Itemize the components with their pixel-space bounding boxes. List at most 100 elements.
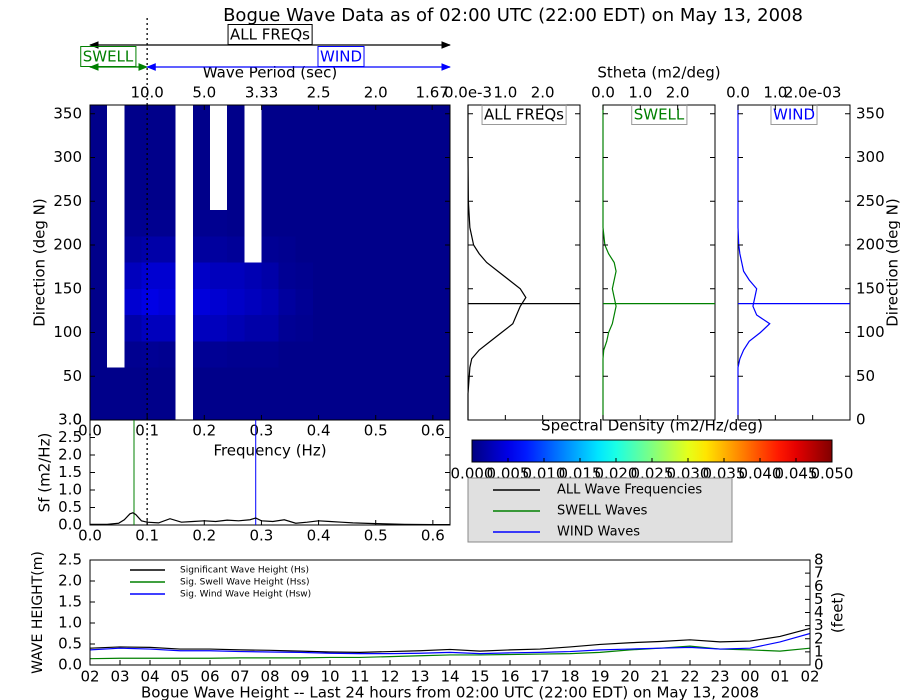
heatmap-cell	[192, 315, 210, 342]
panel-title: WIND	[773, 106, 815, 124]
heatmap-cell	[124, 210, 142, 237]
heatmap-cell	[364, 262, 382, 289]
x-tick-label: 15	[470, 668, 489, 686]
heatmap-cell	[364, 367, 382, 394]
heatmap-cell	[432, 367, 450, 394]
heatmap-cell	[278, 105, 296, 132]
y-tick-label: 300	[53, 148, 82, 166]
heatmap-cell	[158, 105, 176, 132]
heatmap-cell	[278, 131, 296, 158]
heatmap-cell	[364, 315, 382, 342]
x-tick-label: 0.5	[364, 422, 388, 440]
heatmap-cell	[347, 157, 365, 184]
heatmap-cell	[381, 262, 399, 289]
x-axis-label: Frequency (Hz)	[213, 442, 326, 460]
heatmap-cell	[192, 105, 210, 132]
y2-axis-label: (feet)	[829, 592, 847, 633]
y2-tick-label: 1	[814, 642, 824, 660]
heatmap-cell	[432, 341, 450, 368]
x-tick-label: 0.2	[192, 527, 216, 545]
x2-tick-label: 1.67	[415, 84, 448, 102]
heatmap-cell	[227, 183, 245, 210]
heatmap-cell	[312, 183, 330, 210]
y2-tick-label: 6	[814, 577, 824, 595]
heatmap-cell	[398, 157, 416, 184]
heatmap-cell	[347, 262, 365, 289]
heatmap-cell	[415, 367, 433, 394]
y-tick-label: 250	[856, 192, 885, 210]
x-tick-label: 0.2	[192, 422, 216, 440]
heatmap-cell	[364, 131, 382, 158]
y-tick-label: 3.0	[58, 411, 82, 429]
y2-tick-label: 3	[814, 616, 824, 634]
heatmap-cell	[210, 367, 228, 394]
heatmap-cell	[90, 105, 108, 132]
heatmap-cell	[278, 183, 296, 210]
heatmap-cell	[124, 367, 142, 394]
x-tick-label: 17	[530, 668, 549, 686]
x-tick-label: 0.3	[249, 527, 273, 545]
heatmap-cell	[124, 236, 142, 263]
heatmap-cell	[141, 131, 159, 158]
x-tick-label: 02	[800, 668, 819, 686]
y-axis-label: Sf (m2/Hz)	[36, 433, 54, 513]
heatmap-cell	[295, 367, 313, 394]
panel-title: SWELL	[634, 106, 685, 124]
x-axis-label: Bogue Wave Height -- Last 24 hours from …	[141, 684, 759, 700]
x-tick-label: 06	[200, 668, 219, 686]
heatmap-cell	[244, 315, 262, 342]
heatmap-cell	[330, 367, 348, 394]
heatmap-cell	[295, 183, 313, 210]
heatmap-cell	[227, 157, 245, 184]
heatmap-cell	[227, 393, 245, 420]
y-tick-label: 300	[856, 148, 885, 166]
x-tick-label: 09	[290, 668, 309, 686]
x-tick-label: 14	[440, 668, 459, 686]
x-tick-label: 03	[110, 668, 129, 686]
heatmap-cell	[192, 210, 210, 237]
heatmap-cell	[261, 393, 279, 420]
x-tick-label: 10	[320, 668, 339, 686]
x2-tick-label: 3.33	[245, 84, 278, 102]
heatmap-cell	[432, 183, 450, 210]
range-label: ALL FREQs	[230, 26, 310, 44]
heatmap-cell	[158, 183, 176, 210]
heatmap-cell	[415, 315, 433, 342]
x-tick-label: 05	[170, 668, 189, 686]
series-line	[89, 632, 811, 655]
x-tick-label: 13	[410, 668, 429, 686]
y-axis-label: WAVE HEIGHT(m)	[30, 551, 46, 674]
heatmap-cell	[330, 262, 348, 289]
heatmap-cell	[330, 315, 348, 342]
heatmap-cell	[398, 315, 416, 342]
heatmap-cell	[158, 288, 176, 315]
heatmap-cell	[330, 341, 348, 368]
x-tick-label: 0.0e-3	[444, 84, 492, 102]
heatmap-cell	[347, 105, 365, 132]
heatmap-cell	[227, 210, 245, 237]
heatmap-cell	[347, 288, 365, 315]
heatmap-cell	[227, 367, 245, 394]
heatmap-cell	[261, 157, 279, 184]
y-tick-label: 100	[856, 323, 885, 341]
heatmap-cell	[261, 315, 279, 342]
heatmap-cell	[415, 236, 433, 263]
heatmap-cell	[381, 236, 399, 263]
heatmap-cell	[415, 288, 433, 315]
heatmap-cell	[330, 157, 348, 184]
heatmap-cell	[415, 393, 433, 420]
heatmap-cell	[261, 341, 279, 368]
legend-label: Significant Wave Height (Hs)	[180, 566, 309, 576]
heatmap-cell	[141, 157, 159, 184]
heatmap-cell	[295, 236, 313, 263]
y-tick-label: 200	[856, 236, 885, 254]
heatmap-cell	[381, 131, 399, 158]
heatmap-cell	[432, 288, 450, 315]
heatmap-cell	[364, 393, 382, 420]
heatmap-cell	[278, 236, 296, 263]
heatmap-cell	[261, 262, 279, 289]
y-tick-label: 0.0	[58, 516, 82, 534]
y-tick-label: 200	[53, 236, 82, 254]
heatmap-cell	[90, 210, 108, 237]
heatmap-cell	[432, 105, 450, 132]
